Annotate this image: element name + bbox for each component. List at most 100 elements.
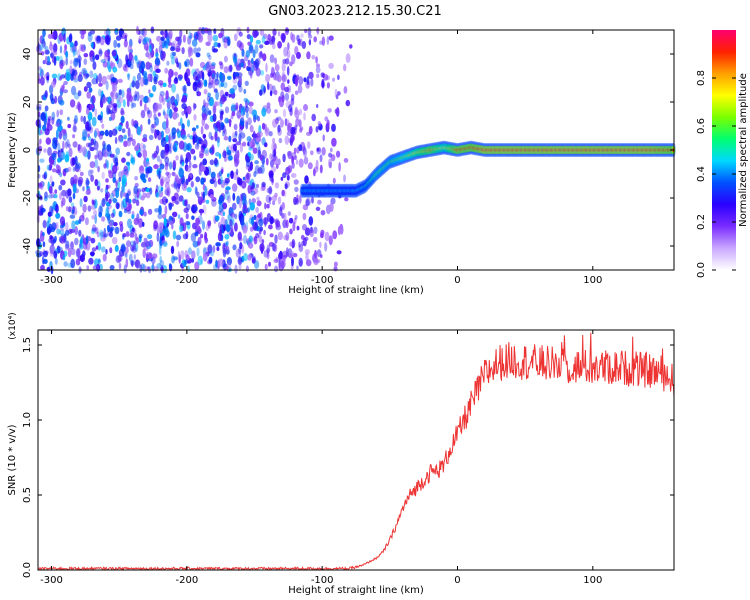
noise-speck [158,222,164,229]
noise-speck [120,115,125,124]
noise-speck [284,58,290,65]
noise-speck [51,111,56,121]
noise-speck [72,134,76,139]
noise-speck [93,140,99,151]
noise-speck [337,74,340,81]
noise-speck [302,212,307,221]
noise-speck [261,181,266,188]
noise-speck [180,250,185,260]
noise-speck [104,129,109,137]
noise-speck [264,40,270,46]
noise-speck [60,85,64,93]
noise-speck [202,220,205,231]
noise-speck [326,35,330,45]
noise-speck [215,152,220,157]
noise-speck [248,101,254,107]
y-tick-label: -20 [22,190,33,206]
noise-speck [323,73,329,81]
noise-speck [142,70,147,77]
noise-speck [239,216,244,226]
noise-speck [259,89,263,96]
noise-speck [283,190,287,197]
noise-speck [55,222,59,230]
noise-speck [238,76,242,85]
noise-speck [87,187,91,195]
noise-speck [204,231,208,241]
noise-speck [244,120,248,125]
noise-speck [213,41,219,48]
noise-speck [120,107,124,115]
noise-speck [41,38,46,48]
noise-speck [262,33,268,39]
noise-speck [149,62,153,69]
noise-speck [58,131,63,140]
noise-speck [38,78,41,84]
noise-speck [131,227,135,232]
noise-speck [228,135,232,142]
noise-speck [277,158,281,166]
noise-speck [154,102,160,112]
noise-speck [316,26,320,35]
noise-speck [284,183,288,190]
noise-speck [136,126,141,136]
noise-speck [133,185,139,195]
noise-speck [49,235,53,240]
noise-speck [134,90,138,98]
noise-speck [85,107,90,115]
noise-speck [297,38,301,46]
noise-speck [69,32,73,40]
noise-speck [98,82,103,87]
noise-speck [46,60,51,66]
noise-speck [82,131,87,142]
colorbar-ticks: 0.0 0.2 0.4 0.6 0.8 [696,70,736,278]
noise-speck [287,124,291,133]
noise-speck [253,187,259,195]
noise-speck [154,208,160,213]
noise-speck [81,29,87,35]
noise-speck [197,236,202,246]
noise-speck [159,222,165,229]
noise-speck [207,82,213,89]
noise-speck [258,235,263,243]
noise-speck [147,177,152,183]
noise-speck [65,189,70,199]
noise-speck [194,231,199,237]
noise-speck [235,168,239,176]
noise-speck [56,228,61,235]
noise-speck [165,171,170,177]
noise-speck [288,217,294,224]
noise-speck [229,88,235,95]
noise-speck [120,200,125,210]
snr-y-axis-label: SNR (10 * v/v) [7,424,18,495]
noise-speck [142,149,148,159]
noise-speck [281,95,285,103]
noise-speck [133,240,137,248]
noise-speck [206,95,211,102]
noise-speck [210,98,214,106]
noise-speck [77,144,81,151]
noise-speck [250,57,254,64]
noise-speck [231,111,236,117]
noise-speck [307,27,312,36]
noise-speck [102,253,107,262]
noise-speck [297,84,303,94]
noise-speck [125,231,130,238]
noise-speck [137,72,141,81]
noise-speck [165,90,169,100]
noise-speck [311,55,316,60]
noise-speck [84,129,89,134]
noise-speck [320,232,324,239]
noise-speck [72,125,78,133]
noise-speck [201,113,208,121]
noise-speck [192,102,196,111]
noise-speck [172,230,177,240]
noise-speck [178,167,184,178]
noise-speck [90,174,94,182]
noise-speck [181,161,185,167]
noise-speck [126,151,131,157]
noise-speck [240,106,246,117]
noise-speck [166,100,171,110]
noise-speck [63,80,68,86]
